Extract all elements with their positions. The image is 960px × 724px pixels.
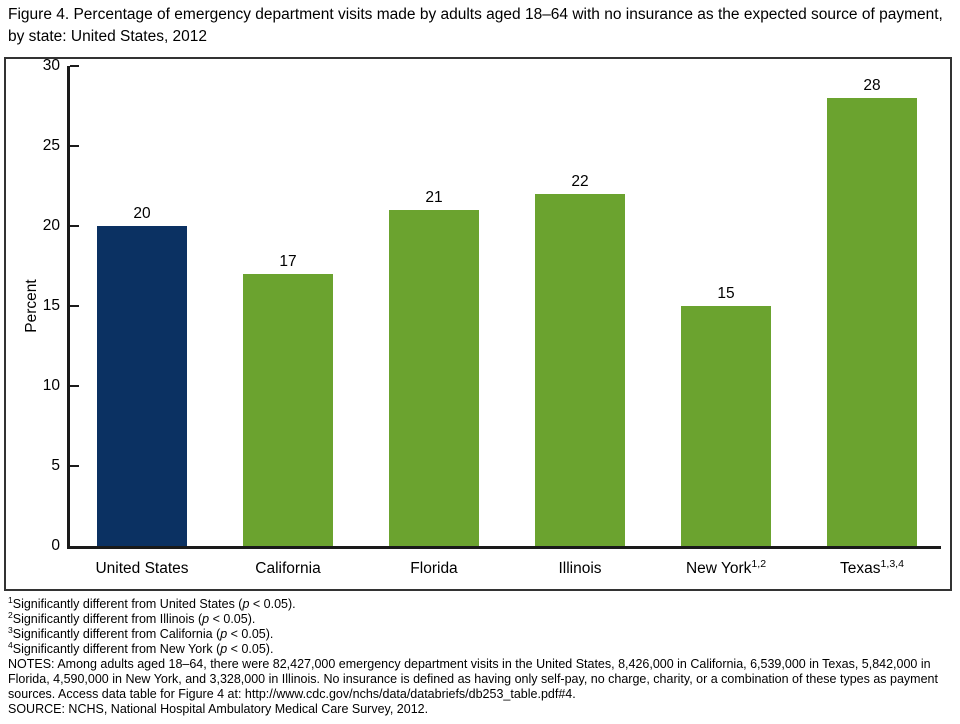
y-axis-line — [67, 66, 70, 549]
figure-title: Figure 4. Percentage of emergency depart… — [8, 6, 943, 45]
notes-text: NOTES: Among adults aged 18–64, there we… — [8, 657, 938, 701]
y-axis-tick — [70, 305, 79, 307]
y-axis-tick — [70, 465, 79, 467]
y-tick-label: 20 — [42, 217, 60, 234]
bar-value-label-united-states: 20 — [133, 205, 151, 222]
bar-texas — [827, 98, 917, 546]
y-tick-label: 0 — [51, 537, 60, 554]
y-axis-tick — [70, 385, 79, 387]
bar-florida — [389, 210, 479, 546]
bar-united-states — [97, 226, 187, 546]
y-axis-tick — [70, 65, 79, 67]
y-tick-label: 10 — [42, 377, 60, 394]
x-axis-category-label-illinois: Illinois — [558, 560, 602, 577]
y-tick-label: 25 — [42, 137, 60, 154]
bar-new-york — [681, 306, 771, 546]
bar-value-label-texas: 28 — [863, 77, 881, 94]
annotations-block: 1Significantly different from United Sta… — [8, 594, 954, 717]
footnote-4: 4Significantly different from New York (… — [8, 639, 274, 656]
y-tick-label: 30 — [42, 57, 60, 74]
footnote-2: 2Significantly different from Illinois (… — [8, 609, 256, 626]
bar-value-label-florida: 21 — [425, 189, 443, 206]
y-tick-label: 5 — [51, 457, 60, 474]
x-axis-category-label-united-states: United States — [95, 560, 189, 577]
y-axis-tick — [70, 145, 79, 147]
x-axis-category-label-texas: Texas1,3,4 — [840, 557, 904, 577]
footnotes-list: 1Significantly different from United Sta… — [8, 594, 954, 657]
chart-frame: Percent 0 5 10 15 20 25 30 20 17 21 22 15 28 United… — [4, 57, 952, 591]
bar-value-label-illinois: 22 — [571, 173, 589, 190]
source-text: SOURCE: NCHS, National Hospital Ambulato… — [8, 702, 429, 716]
bar-california — [243, 274, 333, 546]
bar-illinois — [535, 194, 625, 546]
footnote-3: 3Significantly different from California… — [8, 624, 274, 641]
footnote-1: 1Significantly different from United Sta… — [8, 594, 296, 611]
x-axis-category-label-new-york: New York1,2 — [685, 557, 767, 577]
bar-value-label-california: 17 — [279, 253, 297, 270]
y-axis-tick — [70, 225, 79, 227]
y-tick-label: 15 — [42, 297, 60, 314]
x-axis-category-label-california: California — [255, 560, 321, 577]
x-axis-category-label-florida: Florida — [410, 560, 458, 577]
bar-value-label-new-york: 15 — [717, 285, 735, 302]
x-axis-line — [67, 546, 941, 549]
